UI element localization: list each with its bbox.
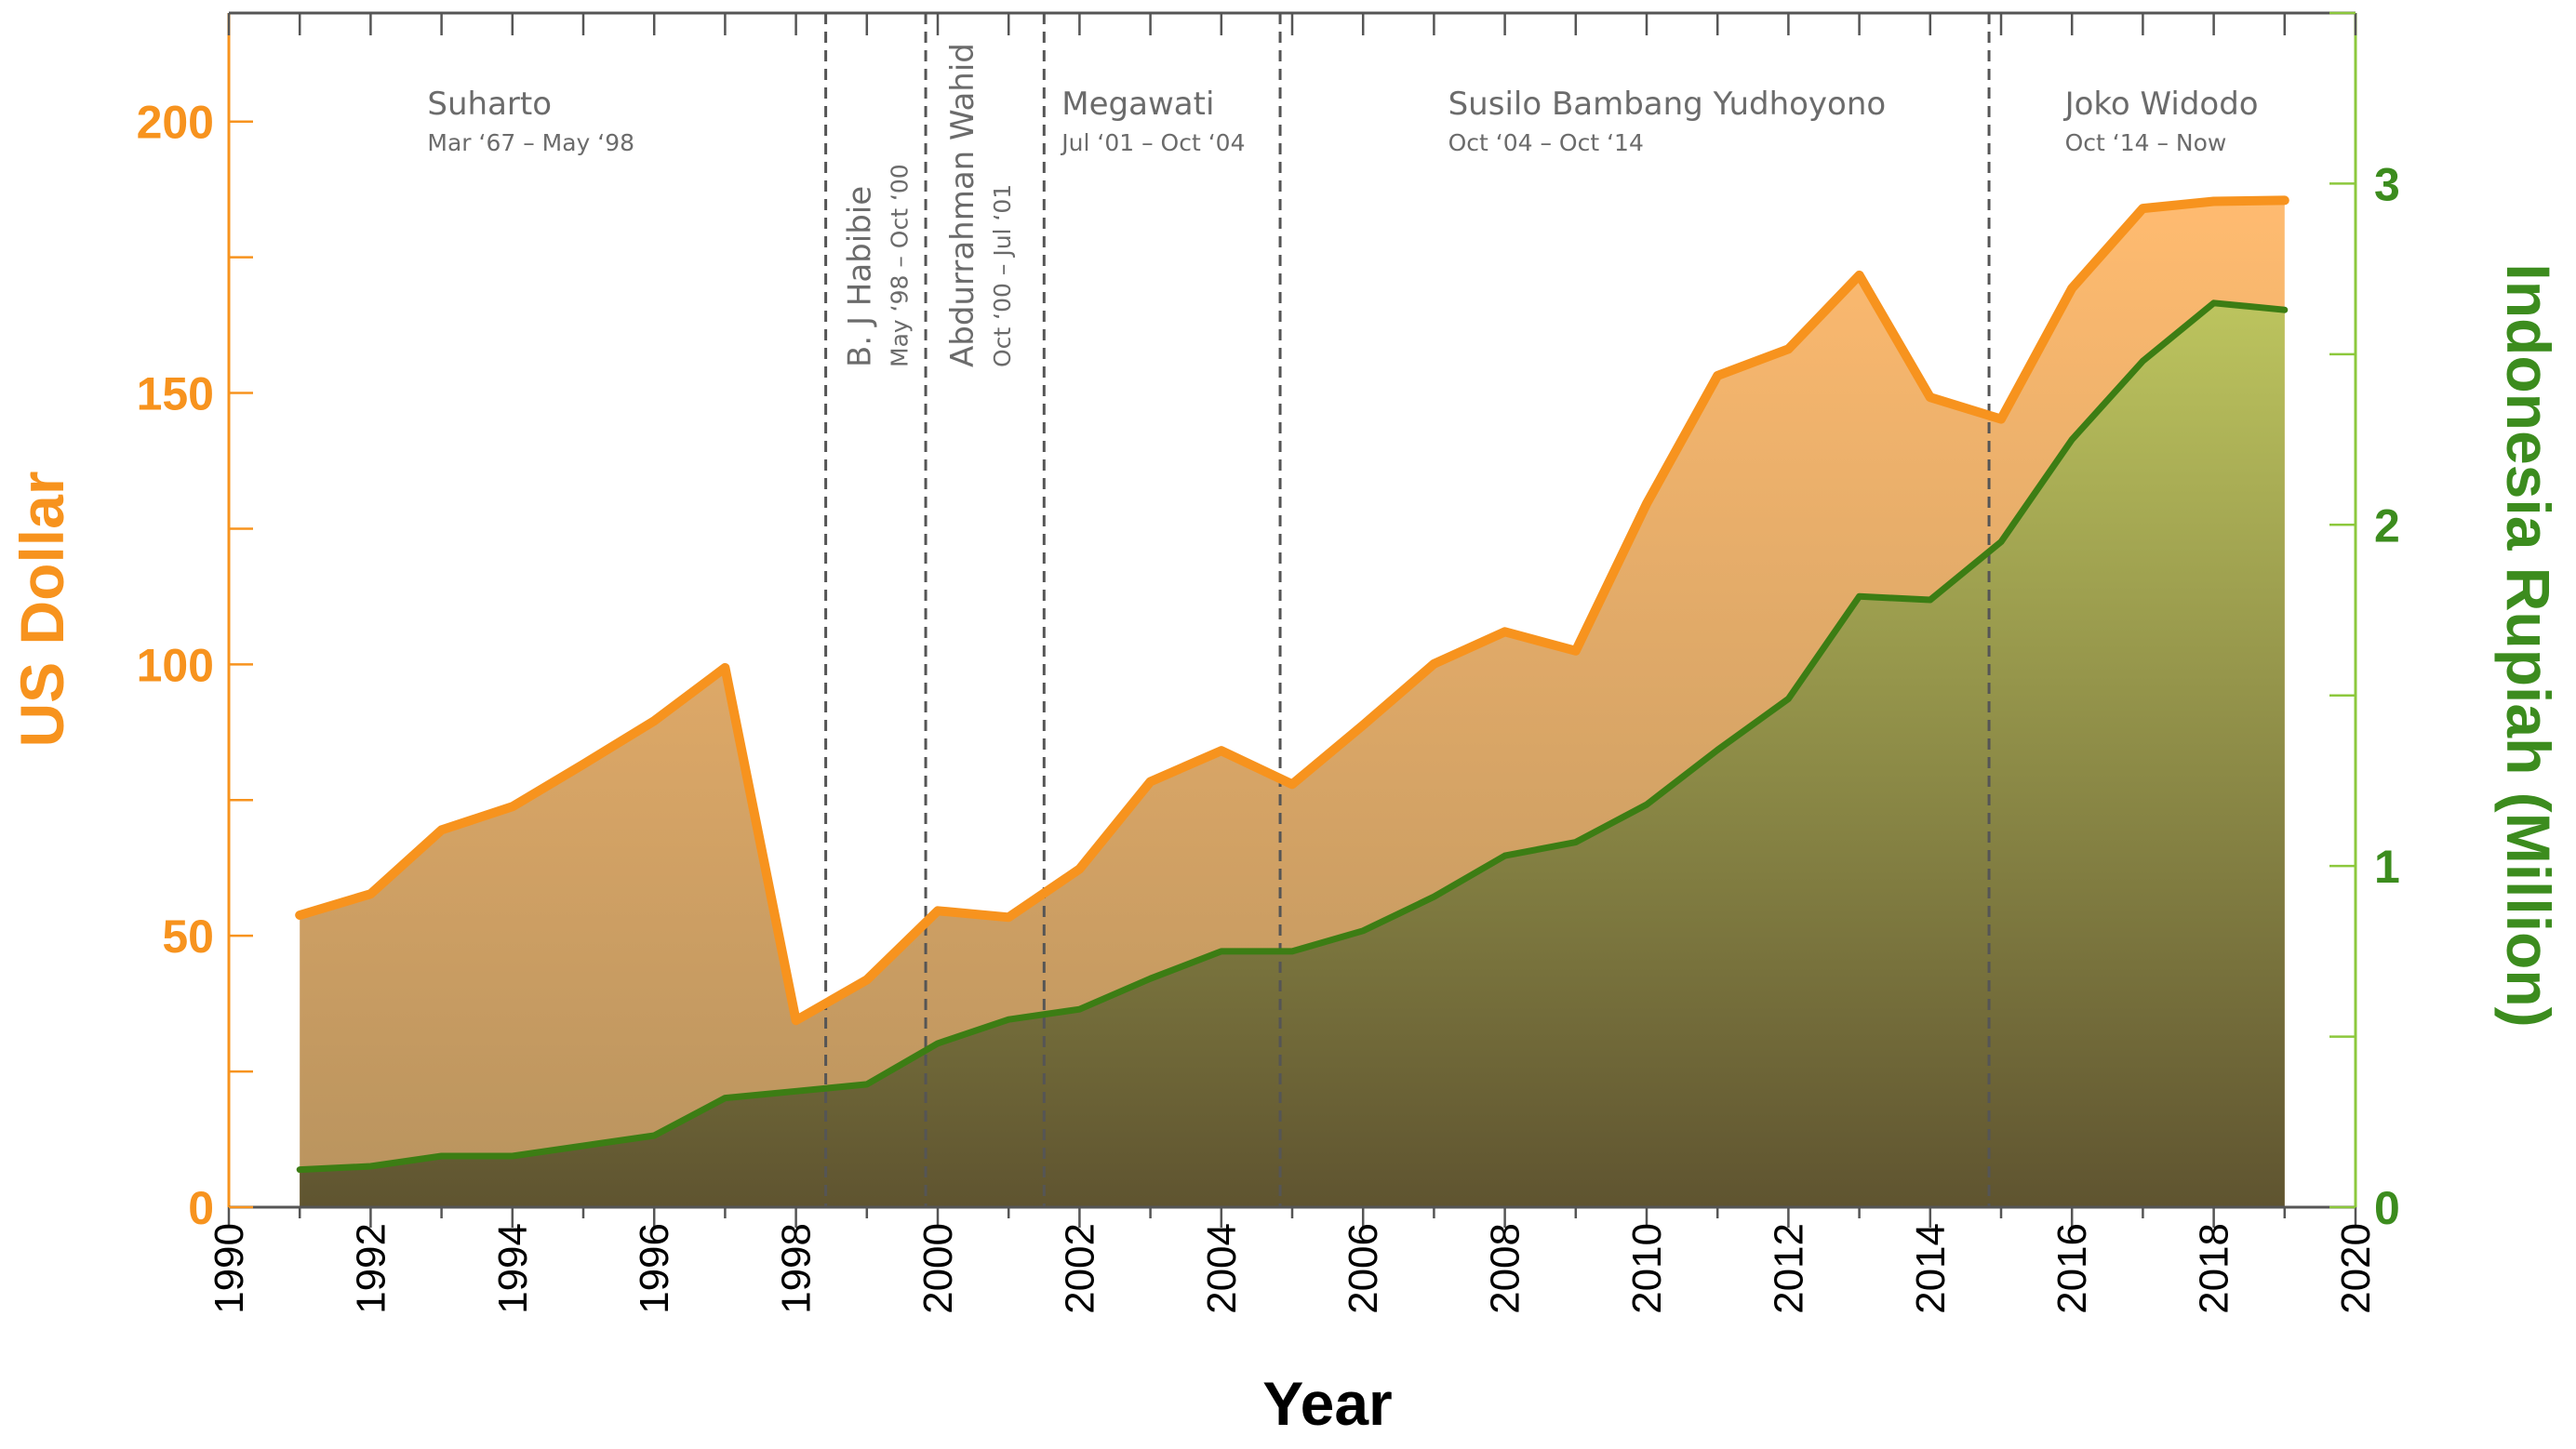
x-axis-title: Year bbox=[1262, 1369, 1392, 1438]
y-tick-label-left: 100 bbox=[137, 639, 214, 691]
x-tick-label: 2004 bbox=[1199, 1223, 1245, 1314]
x-tick-label: 1996 bbox=[632, 1223, 677, 1314]
era-dates: Oct ‘04 – Oct ‘14 bbox=[1448, 129, 1644, 156]
x-tick-label: 2020 bbox=[2333, 1223, 2379, 1314]
era-annotations: Suharto Mar ‘67 – May ‘98 B. J Habibie May … bbox=[427, 13, 2259, 1207]
y-tick-label-right: 1 bbox=[2374, 841, 2400, 893]
x-tick-label: 2018 bbox=[2192, 1223, 2237, 1314]
y-tick-label-right: 2 bbox=[2374, 499, 2400, 552]
x-tick-label: 2006 bbox=[1341, 1223, 1386, 1314]
x-tick-label: 2008 bbox=[1483, 1223, 1528, 1314]
era-dates: Jul ‘01 – Oct ‘04 bbox=[1060, 129, 1245, 156]
left-axis-title: US Dollar bbox=[7, 471, 76, 747]
x-tick-label: 2016 bbox=[2049, 1223, 2095, 1314]
x-tick-label: 1990 bbox=[207, 1223, 252, 1314]
area-fills bbox=[300, 200, 2285, 1207]
era-label: Abdurrahman Wahid Oct ‘00 – Jul ‘01 bbox=[944, 43, 1016, 367]
usd-line bbox=[295, 195, 2289, 1026]
era-dates: Oct ‘14 – Now bbox=[2065, 129, 2227, 156]
right-axis-title: Indonesia Rupiah (Million) bbox=[2494, 263, 2563, 1027]
era-label: B. J Habibie May ‘98 – Oct ‘00 bbox=[842, 164, 914, 367]
x-tick-label: 1992 bbox=[348, 1223, 394, 1314]
era-name: Joko Widodo bbox=[2063, 86, 2259, 123]
series-lines bbox=[295, 195, 2289, 1174]
y-tick-label-left: 0 bbox=[188, 1182, 214, 1234]
x-tick-label: 2010 bbox=[1624, 1223, 1670, 1314]
era-dates: Oct ‘00 – Jul ‘01 bbox=[989, 184, 1016, 367]
y-tick-label-right: 3 bbox=[2374, 158, 2400, 210]
era-name: Abdurrahman Wahid bbox=[944, 43, 981, 367]
era-name: B. J Habibie bbox=[842, 186, 879, 367]
era-dates: Mar ‘67 – May ‘98 bbox=[427, 129, 634, 156]
era-name: Suharto bbox=[427, 86, 552, 123]
x-tick-label: 2000 bbox=[915, 1223, 961, 1314]
y-tick-label-left: 200 bbox=[137, 97, 214, 149]
era-name: Megawati bbox=[1061, 86, 1214, 123]
idr-area bbox=[300, 302, 2285, 1207]
y-tick-label-left: 150 bbox=[137, 368, 214, 420]
x-tick-label: 2014 bbox=[1908, 1223, 1954, 1314]
x-tick-label: 2002 bbox=[1057, 1223, 1102, 1314]
era-dates: May ‘98 – Oct ‘00 bbox=[887, 164, 914, 367]
y-tick-label-right: 0 bbox=[2374, 1182, 2400, 1234]
x-tick-label: 1994 bbox=[490, 1223, 536, 1314]
axes: 1990 1992 1994 1996 1998 2000 2002 2004 2006 2008… bbox=[137, 11, 2400, 1314]
x-tick-label: 1998 bbox=[774, 1223, 820, 1314]
y-tick-label-left: 50 bbox=[162, 911, 214, 963]
era-name: Susilo Bambang Yudhoyono bbox=[1448, 86, 1887, 123]
x-tick-label: 2012 bbox=[1766, 1223, 1811, 1314]
idr-line bbox=[296, 299, 2289, 1174]
